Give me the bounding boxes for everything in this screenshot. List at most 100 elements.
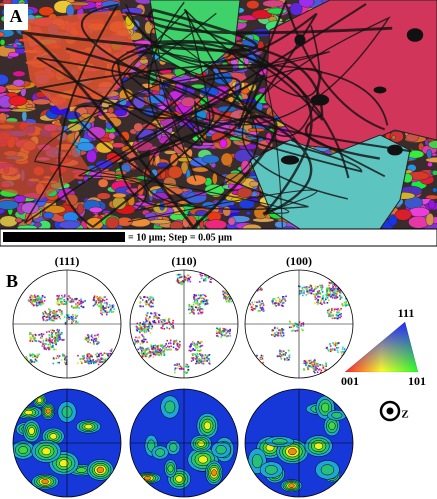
pole-point: [116, 373, 119, 376]
pole-point: [250, 306, 253, 309]
pole-point: [40, 298, 43, 301]
pole-point: [258, 282, 261, 284]
pole-point: [312, 363, 314, 366]
pole-point: [64, 363, 67, 365]
pole-point: [251, 358, 254, 361]
pole-point: [118, 358, 121, 361]
pole-point: [60, 302, 63, 305]
pole-point: [229, 328, 231, 331]
pole-point: [190, 360, 193, 362]
pole-point: [345, 365, 348, 368]
pole-point: [229, 298, 232, 300]
pole-point: [305, 364, 308, 366]
pole-point: [40, 299, 43, 302]
pole-point: [309, 359, 312, 362]
pole-point: [80, 305, 83, 307]
pole-point: [50, 329, 52, 332]
pole-point: [155, 314, 157, 317]
pole-point: [144, 300, 147, 303]
pole-point: [40, 304, 42, 306]
pole-point: [50, 311, 53, 314]
pole-point: [93, 361, 95, 363]
pole-point: [87, 361, 90, 364]
pole-point: [262, 308, 265, 310]
pole-point: [193, 309, 195, 312]
pole-point: [292, 329, 295, 332]
boundary: [58, 3, 367, 229]
pole-point: [68, 316, 71, 319]
pole-point: [203, 298, 205, 301]
pole-point: [35, 300, 38, 302]
pole-point: [348, 297, 351, 299]
pole-point: [33, 361, 36, 363]
pole-point: [42, 311, 44, 314]
pole-point: [326, 296, 329, 299]
pole-point: [259, 282, 262, 285]
pole-point: [327, 295, 330, 297]
grain: [205, 219, 227, 229]
pole-point: [186, 366, 188, 368]
pole-point: [302, 329, 304, 332]
pole-point: [151, 298, 154, 301]
grain: [425, 157, 437, 163]
pole-point: [38, 303, 41, 306]
grain: [431, 152, 437, 157]
pole-point: [95, 360, 97, 362]
pole-point: [194, 298, 197, 300]
pole-point: [224, 295, 226, 298]
pole-point: [252, 357, 255, 360]
pole-point: [142, 339, 144, 341]
pole-point: [205, 356, 208, 359]
pole-point: [144, 321, 147, 323]
pole-point: [147, 319, 149, 321]
pole-point: [54, 312, 57, 315]
density-contour: [96, 466, 105, 474]
pole-point: [67, 298, 69, 301]
pole-point: [256, 361, 258, 364]
pole-point: [202, 302, 205, 304]
pole-point: [169, 349, 171, 351]
pole-point: [42, 341, 44, 344]
pole-point: [67, 316, 70, 319]
pole-point: [322, 296, 325, 299]
pole-point: [246, 365, 248, 368]
pole-point: [277, 334, 280, 337]
pole-point: [61, 339, 63, 341]
pole-point: [233, 296, 236, 298]
pole-point: [309, 362, 311, 364]
pole-point: [226, 292, 228, 294]
pole-point: [140, 330, 142, 332]
pole-point: [339, 290, 341, 293]
pole-point: [326, 309, 329, 312]
pole-point: [64, 357, 66, 359]
pole-point: [191, 310, 194, 313]
pole-point: [319, 364, 321, 366]
pole-point: [63, 299, 66, 302]
pole-point: [122, 349, 124, 351]
pole-point: [109, 360, 111, 362]
pole-point: [197, 294, 200, 296]
grain: [77, 141, 95, 152]
grain: [222, 206, 232, 217]
pole-point: [225, 296, 227, 298]
pole-point: [29, 353, 31, 355]
pole-point: [70, 315, 73, 318]
pole-point: [329, 291, 331, 293]
pole-point: [110, 311, 113, 313]
pole-point: [234, 296, 237, 298]
pole-point: [72, 306, 75, 309]
pole-point: [56, 310, 58, 313]
pole-point: [204, 294, 206, 297]
pole-point: [98, 305, 100, 307]
pole-point: [335, 287, 337, 290]
pole-point: [191, 343, 193, 345]
pole-point: [76, 298, 78, 300]
pole-point: [219, 327, 221, 330]
pole-point: [317, 302, 320, 304]
pole-point: [42, 319, 45, 322]
pole-point: [88, 356, 90, 358]
pole-point: [256, 354, 258, 357]
pole-point: [253, 301, 256, 303]
pole-point: [334, 344, 337, 347]
pole-point: [188, 305, 191, 308]
